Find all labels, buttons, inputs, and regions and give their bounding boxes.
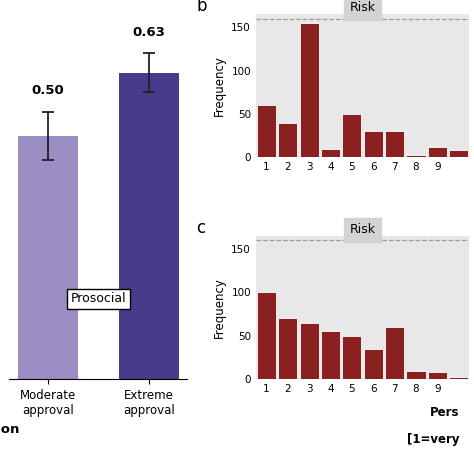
Bar [449,377,468,379]
Bar [342,336,362,379]
Bar [278,319,298,379]
Bar [406,155,426,157]
Bar [364,349,383,379]
Text: 0.50: 0.50 [31,84,64,97]
Bar [428,372,447,379]
Bar [406,371,426,379]
Text: [1=very: [1=very [407,433,460,446]
Bar [300,23,319,157]
Title: Risk: Risk [349,223,375,236]
Bar [449,150,468,157]
Bar [321,331,340,379]
Text: b: b [196,0,207,15]
Bar [278,123,298,157]
Bar [428,147,447,157]
Bar [385,327,404,379]
Title: Risk: Risk [349,1,375,14]
Bar [342,114,362,157]
Text: Prosocial: Prosocial [71,292,126,305]
Y-axis label: Frequency: Frequency [213,277,226,338]
Bar [257,292,276,379]
Text: Pers: Pers [430,407,460,419]
Bar [18,136,78,379]
Bar [385,131,404,157]
Bar [300,323,319,379]
Bar [118,73,179,379]
Bar [321,149,340,157]
Text: 0.63: 0.63 [133,26,165,38]
Y-axis label: Frequency: Frequency [213,55,226,116]
Text: c: c [196,219,205,237]
Bar [364,131,383,157]
Bar [257,105,276,157]
X-axis label: ction: ction [0,423,20,436]
